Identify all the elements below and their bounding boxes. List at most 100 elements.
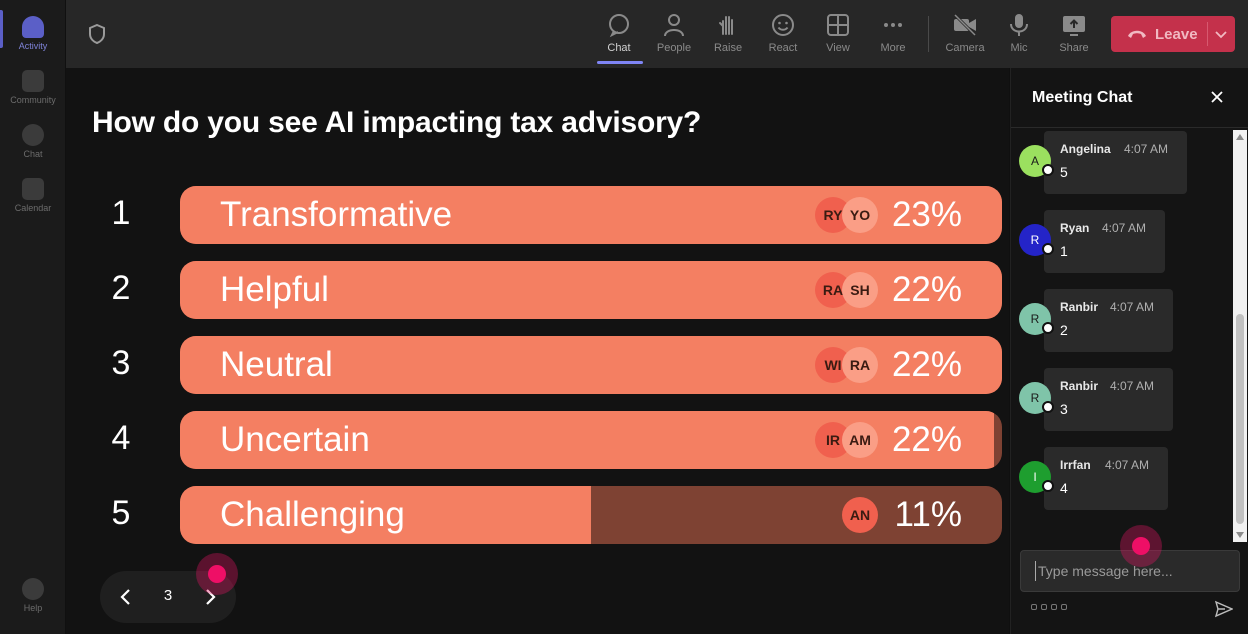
help-icon xyxy=(22,578,44,600)
react-button[interactable]: React xyxy=(757,8,809,64)
cursor-marker xyxy=(1120,525,1162,567)
react-button-label: React xyxy=(768,42,798,54)
camera-button[interactable]: Camera xyxy=(939,8,991,64)
scrollbar-thumb[interactable] xyxy=(1236,314,1244,524)
poll-option-label: Helpful xyxy=(220,270,329,309)
message-bubble xyxy=(1044,131,1187,194)
voter-avatar: RA xyxy=(842,347,878,383)
poll-option-bar[interactable]: Neutral 22% WI RA xyxy=(180,336,1002,394)
rail-item-label: Community xyxy=(10,95,56,105)
rail-item-calendar[interactable]: Calendar xyxy=(0,168,66,220)
message-text: 1 xyxy=(1060,243,1068,259)
rail-item-chat[interactable]: Chat xyxy=(0,114,66,166)
chevron-right-icon[interactable] xyxy=(200,587,220,607)
toolbar-active-indicator xyxy=(597,61,643,64)
sender-name: Ranbir xyxy=(1060,300,1099,314)
avatar: R xyxy=(1019,224,1054,256)
sender-name: Angelina xyxy=(1060,142,1111,156)
poll-option-percent: 11% xyxy=(894,495,962,534)
more-button[interactable]: More xyxy=(867,8,919,64)
poll-question: How do you see AI impacting tax advisory… xyxy=(92,106,702,139)
emoji-icon[interactable] xyxy=(1051,604,1057,610)
chat-message[interactable]: R Ryan 4:07 AM 1 xyxy=(1019,210,1219,274)
attach-icon[interactable] xyxy=(1041,604,1047,610)
poll-option-label: Uncertain xyxy=(220,420,370,459)
share-button[interactable]: Share xyxy=(1048,8,1100,64)
chat-button[interactable]: Chat xyxy=(593,8,645,64)
people-button[interactable]: People xyxy=(648,8,700,64)
gif-icon[interactable] xyxy=(1061,604,1067,610)
avatar-initial: A xyxy=(1030,154,1039,168)
avatar-initial: R xyxy=(1030,233,1040,247)
chat-message[interactable]: R Ranbir 4:07 AM 3 xyxy=(1019,368,1219,432)
message-timestamp: 4:07 AM xyxy=(1124,142,1169,156)
presence-status-icon xyxy=(1042,401,1054,413)
avatar-initial: R xyxy=(1030,391,1040,405)
mic-button[interactable]: Mic xyxy=(993,8,1045,64)
chevron-down-icon[interactable] xyxy=(1213,26,1229,42)
chevron-left-icon[interactable] xyxy=(116,587,136,607)
leave-button-label: Leave xyxy=(1155,25,1198,43)
poll-option-bar[interactable]: Uncertain 22% IR AM xyxy=(180,411,1002,469)
rail-active-indicator xyxy=(0,10,3,48)
mic-button-label: Mic xyxy=(1010,42,1028,54)
sender-name: Ryan xyxy=(1060,221,1090,235)
avatar: I xyxy=(1019,461,1054,493)
chat-bubble-icon xyxy=(22,124,44,146)
message-compose-box[interactable] xyxy=(1020,550,1240,592)
poll-option-bar[interactable]: Transformative 23% RY YO xyxy=(180,186,1002,244)
rail-item-label: Calendar xyxy=(14,203,52,213)
poll-option-percent: 23% xyxy=(891,195,962,234)
rail-item-activity[interactable]: Activity xyxy=(0,6,66,58)
presence-status-icon xyxy=(1042,480,1054,492)
message-bubble xyxy=(1044,289,1173,352)
chat-bubble-icon xyxy=(609,14,629,38)
voter-avatar: SH xyxy=(842,272,878,308)
cursor-marker xyxy=(196,553,238,595)
send-icon[interactable] xyxy=(1215,600,1233,618)
option-number: 1 xyxy=(111,194,131,232)
page-number: 3 xyxy=(163,587,173,604)
smiley-icon xyxy=(772,14,794,36)
chat-message[interactable]: I Irrfan 4:07 AM 4 xyxy=(1019,447,1219,511)
chat-scrollbar[interactable] xyxy=(1233,130,1247,542)
scroll-up-arrow-icon[interactable] xyxy=(1236,134,1244,140)
view-button-label: View xyxy=(826,42,850,54)
chat-message[interactable]: R Ranbir 4:07 AM 2 xyxy=(1019,289,1219,353)
scroll-down-arrow-icon[interactable] xyxy=(1236,532,1244,538)
voter-avatar: AN xyxy=(842,497,878,533)
option-number: 4 xyxy=(111,419,131,457)
poll-option-percent: 22% xyxy=(891,345,962,384)
message-text: 2 xyxy=(1060,322,1068,338)
sender-name: Ranbir xyxy=(1060,379,1099,393)
rail-item-help[interactable]: Help xyxy=(0,568,66,620)
format-icon[interactable] xyxy=(1031,604,1037,610)
bell-icon xyxy=(22,16,44,38)
close-icon[interactable] xyxy=(1209,89,1225,105)
shield-icon[interactable] xyxy=(88,24,106,44)
chat-title: Meeting Chat xyxy=(1032,89,1133,106)
message-bubble xyxy=(1044,210,1165,273)
message-text: 4 xyxy=(1060,480,1068,496)
avatar: R xyxy=(1019,303,1054,335)
meeting-chat-panel: Meeting Chat A Angelina 4:07 AM 5 R Ryan 4:07 … xyxy=(1010,68,1248,634)
toolbar-divider xyxy=(928,16,929,52)
raise-hand-button[interactable]: Raise xyxy=(702,8,754,64)
presence-status-icon xyxy=(1042,164,1054,176)
presence-status-icon xyxy=(1042,243,1054,255)
app-rail: Activity Community Chat Calendar Help xyxy=(0,0,66,634)
poll-option-bar[interactable]: Challenging 11% AN xyxy=(180,486,1002,544)
rail-item-community[interactable]: Community xyxy=(0,60,66,112)
poll-option-bar[interactable]: Helpful 22% RA SH xyxy=(180,261,1002,319)
message-timestamp: 4:07 AM xyxy=(1110,300,1155,314)
chat-header: Meeting Chat xyxy=(1011,68,1248,128)
leave-divider xyxy=(1207,22,1208,46)
sender-name: Irrfan xyxy=(1060,458,1091,472)
avatar-initial: I xyxy=(1033,470,1037,484)
message-input[interactable] xyxy=(1035,561,1225,581)
message-timestamp: 4:07 AM xyxy=(1105,458,1150,472)
view-button[interactable]: View xyxy=(812,8,864,64)
leave-button[interactable]: Leave xyxy=(1111,16,1235,52)
message-timestamp: 4:07 AM xyxy=(1102,221,1147,235)
chat-message[interactable]: A Angelina 4:07 AM 5 xyxy=(1019,131,1219,195)
